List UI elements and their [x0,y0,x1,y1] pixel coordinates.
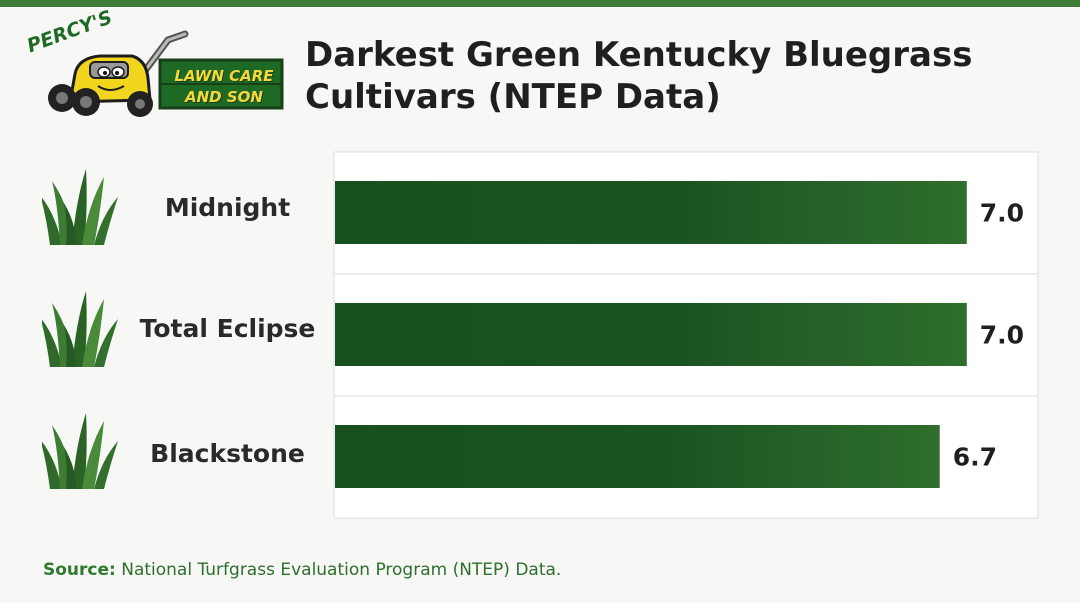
value-label-1: 7.0 [980,321,1024,350]
percys-lawn-care-logo: PERCY'S LAWN CARE AND SON [20,6,285,122]
source-note: Source: National Turfgrass Evaluation Pr… [43,560,561,580]
grass-icon [42,413,118,489]
logo-lawn-care-text: LAWN CARE [174,67,274,85]
source-text: National Turfgrass Evaluation Program (N… [121,560,562,580]
chart-title: Darkest Green Kentucky Bluegrass Cultiva… [305,35,973,117]
top-accent-bar [0,0,1080,7]
logo-and-son-text: AND SON [185,88,263,106]
value-label-2: 6.7 [953,443,997,472]
bar-0 [335,181,967,244]
lawn-mower-icon [48,30,284,117]
category-label-total-eclipse: Total Eclipse [139,314,316,343]
bar-2 [335,425,940,488]
value-label-0: 7.0 [980,199,1024,228]
category-label-midnight: Midnight [164,193,291,222]
bar-1 [335,303,967,366]
category-label-blackstone: Blackstone [150,439,305,468]
grass-icon [42,291,118,367]
source-label: Source: [43,560,116,580]
grass-icon [42,169,118,245]
